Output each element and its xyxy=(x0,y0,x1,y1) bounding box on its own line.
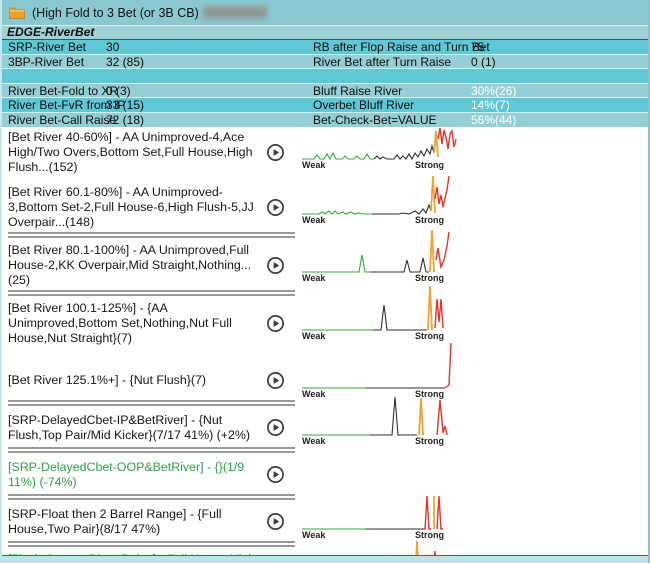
stat-value-right: 14%(7) xyxy=(471,98,510,112)
row-separator xyxy=(8,399,295,406)
hand-strength-chart: Weak Strong xyxy=(302,127,460,170)
stat-label-right: Overbet Bluff River xyxy=(313,98,415,112)
range-label: [Bet River 40-60%] - AA Unimproved-4,Ace… xyxy=(8,129,253,174)
play-button[interactable] xyxy=(266,371,285,390)
range-label: [Bet River 100.1-125%] - {AA Unimproved,… xyxy=(8,300,232,345)
row-separator xyxy=(8,231,295,238)
stat-label-right: RB after Flop Raise and Turn Bet xyxy=(313,40,490,54)
hand-strength-chart: Weak Strong xyxy=(302,229,460,283)
stats-row: River Bet-FvR from IP 33 (15) Overbet Bl… xyxy=(2,98,648,113)
strong-label: Strong xyxy=(415,529,444,540)
weak-label: Weak xyxy=(302,215,326,225)
section-header: EDGE-RiverBet xyxy=(2,25,648,40)
row-separator xyxy=(8,446,295,453)
hand-strength-chart: Weak Strong xyxy=(302,285,460,341)
stats-row: River Bet-Fold to XR 0 (3) Bluff Raise R… xyxy=(2,83,648,98)
stat-value-left: 0 (3) xyxy=(106,83,131,98)
redacted-text xyxy=(202,6,267,19)
weak-label: Weak xyxy=(302,529,326,540)
range-label: [SRP-Float then 2 Barrel Range] - {Full … xyxy=(8,506,222,536)
play-button[interactable] xyxy=(266,143,285,162)
strong-label: Strong xyxy=(415,331,444,341)
range-row: [Bet River 125.1%+] - {Nut Flush}(7) Wea… xyxy=(8,342,648,399)
stats-row: River Bet-Call Raise 72 (18) Bet-Check-B… xyxy=(2,112,648,127)
folder-icon xyxy=(9,6,25,19)
stat-label-left: River Bet-FvR from IP xyxy=(8,98,126,112)
strong-label: Strong xyxy=(415,435,444,446)
stat-value-left: 32 (85) xyxy=(106,54,145,69)
weak-label: Weak xyxy=(302,435,326,446)
range-row: [Bet River 40-60%] - AA Unimproved-4,Ace… xyxy=(8,127,648,175)
range-label: [Bet River 125.1%+] - {Nut Flush}(7) xyxy=(8,373,206,387)
range-label: [Bet River 60.1-80%] - AA Unimproved-3,B… xyxy=(8,184,254,229)
range-row: [Bet River 60.1-80%] - AA Unimproved-3,B… xyxy=(8,175,648,230)
row-separator xyxy=(8,493,295,500)
weak-label: Weak xyxy=(302,388,326,399)
strong-label: Strong xyxy=(415,215,444,225)
range-row: [Bet River 100.1-125%] - {AA Unimproved,… xyxy=(8,285,648,346)
play-button[interactable] xyxy=(266,256,285,275)
range-row: [Bet River 80.1-100%] - AA Unimproved,Fu… xyxy=(8,229,648,288)
stat-label-right: Bet-Check-Bet=VALUE xyxy=(313,112,437,127)
stat-value-right: 56%(44) xyxy=(471,112,517,127)
stat-value-left: 33 (15) xyxy=(106,98,145,112)
stat-value-right: 0 (1) xyxy=(471,54,496,69)
stats-row: 3BP-River Bet 32 (85) River Bet after Tu… xyxy=(2,54,648,69)
stat-label-left: River Bet-Fold to XR xyxy=(8,83,119,98)
section-header-label: EDGE-RiverBet xyxy=(7,25,95,39)
range-label: [SRP-DelayedCbet-OOP&BetRiver] - {}(1/9 … xyxy=(8,459,245,489)
stats-row-spacer xyxy=(2,69,648,84)
range-list: [Bet River 40-60%] - AA Unimproved-4,Ace… xyxy=(2,127,648,563)
play-button[interactable] xyxy=(266,512,285,531)
hand-strength-chart: Weak Strong xyxy=(302,396,460,446)
stat-label-left: 3BP-River Bet xyxy=(8,54,85,69)
play-button[interactable] xyxy=(266,314,285,333)
play-button[interactable] xyxy=(266,465,285,484)
hand-strength-chart: Weak Strong xyxy=(302,175,460,225)
stat-value-right: 30%(26) xyxy=(471,83,517,98)
stat-label-left: River Bet-Call Raise xyxy=(8,112,117,127)
stats-row: SRP-River Bet 30 RB after Flop Raise and… xyxy=(2,40,648,55)
bottom-border xyxy=(2,555,648,563)
weak-label: Weak xyxy=(302,160,326,170)
title-bar: (High Fold to 3 Bet (or 3B CB) xyxy=(2,0,648,26)
window-title: (High Fold to 3 Bet (or 3B CB) xyxy=(32,5,199,20)
stats-panel: SRP-River Bet 30 RB after Flop Raise and… xyxy=(2,40,648,127)
stat-label-right: River Bet after Turn Raise xyxy=(313,54,452,69)
stat-value-left: 72 (18) xyxy=(106,112,145,127)
row-separator xyxy=(8,540,295,547)
strong-label: Strong xyxy=(415,160,444,170)
range-label: [SRP-DelayedCbet-IP&BetRiver] - {Nut Flu… xyxy=(8,412,251,442)
strong-label: Strong xyxy=(415,273,444,283)
stat-value-left: 30 xyxy=(106,40,120,54)
hand-strength-chart: Weak Strong xyxy=(302,342,460,399)
hand-strength-chart: Weak Strong xyxy=(302,495,460,540)
weak-label: Weak xyxy=(302,273,326,283)
play-button[interactable] xyxy=(266,198,285,217)
play-button[interactable] xyxy=(266,418,285,437)
range-row: [SRP-DelayedCbet-IP&BetRiver] - {Nut Flu… xyxy=(8,396,648,446)
stat-label-right: Bluff Raise River xyxy=(313,83,403,98)
row-separator xyxy=(8,289,295,296)
range-row: [SRP-Float then 2 Barrel Range] - {Full … xyxy=(8,495,648,540)
strong-label: Strong xyxy=(415,388,444,399)
weak-label: Weak xyxy=(302,331,326,341)
range-row: [SRP-DelayedCbet-OOP&BetRiver] - {}(1/9 … xyxy=(8,458,648,492)
stat-label-left: SRP-River Bet xyxy=(8,40,87,54)
stat-value-right: 75 xyxy=(471,40,485,54)
range-label: [Bet River 80.1-100%] - AA Unimproved,Fu… xyxy=(8,242,252,287)
